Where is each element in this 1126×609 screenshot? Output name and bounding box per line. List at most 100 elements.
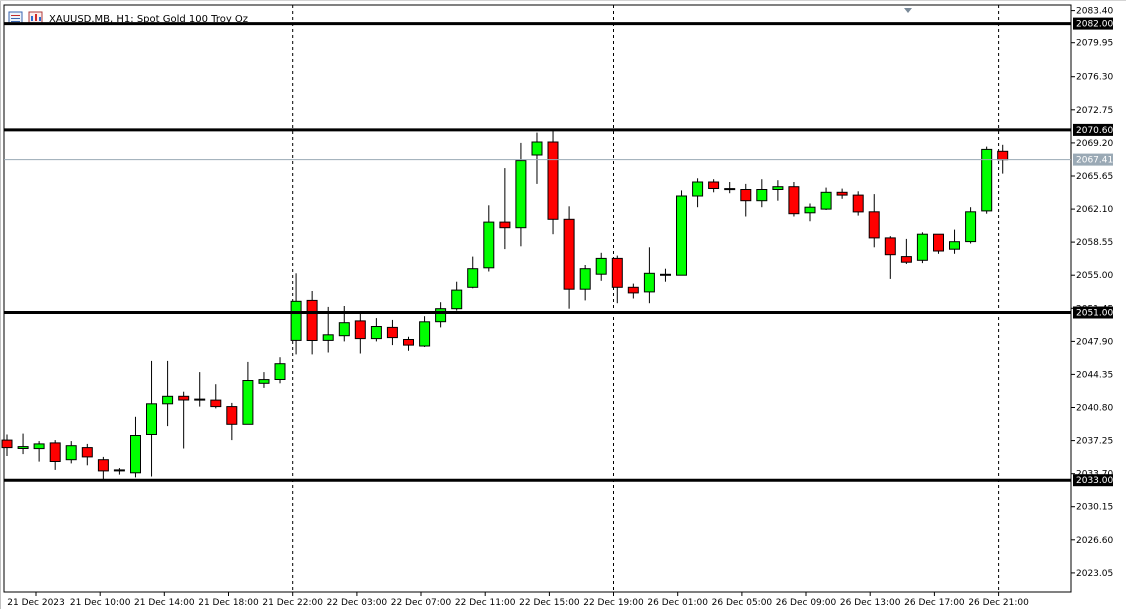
candle-body bbox=[113, 469, 125, 472]
y-tick-label: 2076.30 bbox=[1076, 73, 1113, 83]
y-tick-label: 2047.90 bbox=[1076, 337, 1113, 347]
y-tick-label: 2030.15 bbox=[1076, 503, 1113, 513]
candle bbox=[499, 168, 511, 250]
candle-body bbox=[467, 268, 479, 288]
candle bbox=[804, 203, 816, 222]
time-axis[interactable]: 21 Dec 2023 21 Dec 10:00 21 Dec 14:00 21 De… bbox=[7, 592, 1029, 608]
candle-body bbox=[868, 211, 880, 239]
candle bbox=[949, 229, 960, 254]
candle-body bbox=[370, 326, 382, 340]
candle-body bbox=[17, 446, 29, 450]
x-tick-label: 26 Dec 13:00 bbox=[840, 598, 901, 608]
candle-body bbox=[708, 181, 720, 189]
indicator-icon[interactable] bbox=[28, 11, 43, 25]
x-tick-label: 22 Dec 11:00 bbox=[455, 598, 516, 608]
candle-body bbox=[451, 289, 463, 310]
candle bbox=[194, 372, 206, 407]
candle-body bbox=[579, 268, 591, 290]
candle-body bbox=[627, 286, 639, 294]
candle bbox=[81, 443, 93, 466]
candle bbox=[515, 142, 527, 247]
candle bbox=[17, 433, 29, 455]
candle-body bbox=[49, 442, 61, 462]
candle-body bbox=[595, 257, 607, 275]
x-tick-label: 21 Dec 10:00 bbox=[70, 598, 131, 608]
candle-body bbox=[403, 339, 414, 346]
level-price-label: 2033.00 bbox=[1076, 476, 1113, 486]
candle bbox=[130, 416, 141, 478]
x-tick-label: 21 Dec 14:00 bbox=[134, 598, 195, 608]
candle bbox=[756, 179, 768, 208]
y-tick-label: 2026.60 bbox=[1076, 536, 1113, 546]
candle bbox=[162, 360, 174, 427]
y-tick-label: 2040.80 bbox=[1076, 404, 1113, 414]
level-price-label: 2082.00 bbox=[1076, 20, 1113, 30]
candle bbox=[226, 402, 238, 441]
candle-body bbox=[611, 257, 623, 288]
symbol-header: XAUUSD.MB, H1: Spot Gold 100 Troy Oz bbox=[8, 11, 248, 25]
candle bbox=[451, 281, 463, 311]
candle bbox=[852, 191, 864, 216]
candle bbox=[322, 306, 334, 353]
candle-body bbox=[820, 191, 832, 210]
candle bbox=[676, 190, 687, 276]
y-tick-label: 2072.75 bbox=[1076, 106, 1113, 116]
y-tick-label: 2058.55 bbox=[1076, 238, 1113, 248]
candle bbox=[579, 265, 591, 301]
candle-body bbox=[756, 189, 768, 202]
candle bbox=[820, 187, 832, 210]
candle-body bbox=[210, 399, 222, 408]
candle-body bbox=[563, 218, 575, 290]
level-price-tag bbox=[1073, 123, 1113, 136]
session-separators bbox=[292, 5, 1000, 592]
y-tick-label: 2037.25 bbox=[1076, 437, 1113, 447]
x-tick-label: 26 Dec 21:00 bbox=[968, 598, 1029, 608]
candle-body bbox=[949, 241, 960, 250]
candle-body bbox=[419, 321, 431, 347]
y-tick-label: 2062.10 bbox=[1076, 205, 1113, 215]
candle-body bbox=[226, 406, 238, 425]
level-price-tag bbox=[1073, 474, 1113, 487]
candle bbox=[97, 456, 109, 480]
x-tick-label: 22 Dec 15:00 bbox=[519, 598, 580, 608]
candle bbox=[611, 255, 623, 304]
shift-marker-icon[interactable] bbox=[904, 8, 912, 13]
level-price-tag bbox=[1073, 306, 1113, 319]
candle-body bbox=[130, 435, 141, 474]
candle bbox=[981, 146, 993, 214]
candle-body bbox=[97, 459, 109, 472]
candle-body bbox=[33, 443, 45, 450]
chart-title: XAUUSD.MB, H1: Spot Gold 100 Troy Oz bbox=[49, 14, 248, 25]
level-price-label: 2051.00 bbox=[1076, 309, 1113, 319]
candle bbox=[595, 252, 607, 281]
x-tick-label: 26 Dec 05:00 bbox=[712, 598, 773, 608]
x-tick-label: 21 Dec 18:00 bbox=[198, 598, 259, 608]
candle-body bbox=[724, 188, 736, 191]
candle bbox=[419, 316, 431, 347]
candle-body bbox=[81, 447, 93, 458]
candle-body bbox=[338, 322, 350, 337]
candle bbox=[210, 384, 222, 409]
candle bbox=[643, 247, 655, 304]
y-tick-label: 2083.40 bbox=[1076, 7, 1113, 17]
candle-body bbox=[788, 186, 800, 215]
price-axis[interactable]: 2083.40 2079.95 2076.30 2072.75 2069.20 2065.… bbox=[1071, 7, 1113, 579]
candle bbox=[772, 180, 784, 201]
candle-body bbox=[643, 272, 655, 293]
candle bbox=[354, 313, 366, 354]
y-tick-label: 2069.20 bbox=[1076, 139, 1113, 149]
candle bbox=[483, 205, 495, 272]
candle-body bbox=[1, 439, 13, 449]
candle-body bbox=[531, 141, 543, 156]
candle bbox=[836, 188, 848, 199]
candle-body bbox=[916, 233, 928, 261]
candle bbox=[900, 238, 912, 264]
y-tick-label: 2023.05 bbox=[1076, 569, 1113, 579]
candle bbox=[178, 391, 190, 449]
candle-body bbox=[242, 380, 254, 425]
x-tick-label: 21 Dec 22:00 bbox=[262, 598, 323, 608]
candle bbox=[403, 336, 414, 351]
candle-body bbox=[676, 195, 687, 276]
